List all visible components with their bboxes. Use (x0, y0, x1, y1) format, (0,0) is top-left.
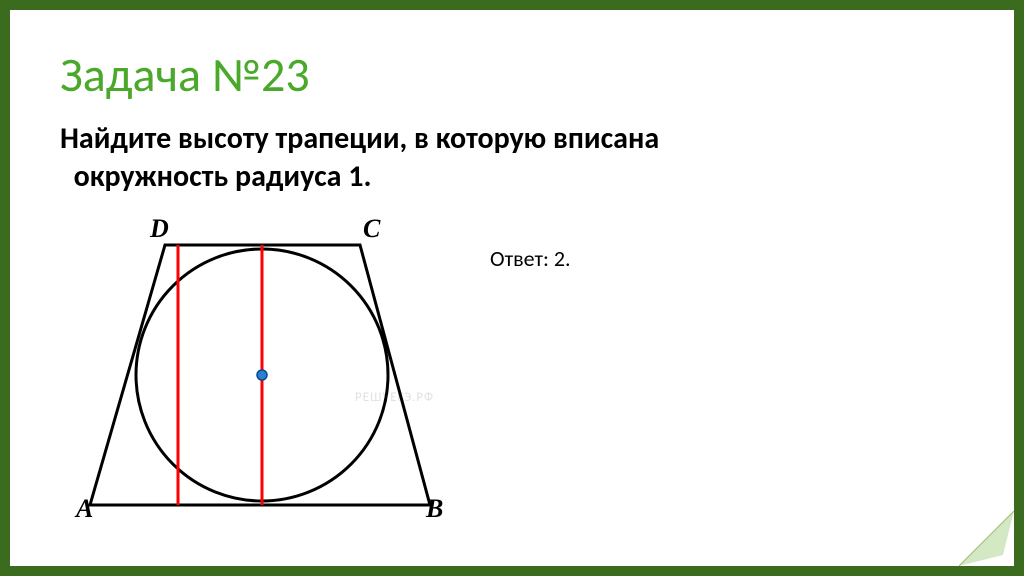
vertex-label-b: B (425, 494, 443, 523)
geometry-figure: A B C D (70, 205, 450, 525)
page-curl (959, 511, 1014, 566)
problem-title: Задача №23 (60, 45, 310, 104)
answer-text: Ответ: 2. (490, 245, 571, 272)
center-dot (257, 370, 267, 380)
vertex-label-d: D (149, 214, 169, 243)
problem-line-2: окружность радиуса 1. (74, 158, 372, 195)
figure-svg: A B C D (70, 205, 450, 525)
vertex-label-c: C (363, 214, 381, 243)
slide-frame: Задача №23 Найдите высоту трапеции, в ко… (0, 0, 1024, 576)
problem-line-1: Найдите высоту трапеции, в которую вписа… (60, 120, 659, 157)
vertex-label-a: A (74, 494, 93, 523)
problem-text: Найдите высоту трапеции, в которую вписа… (60, 120, 974, 195)
